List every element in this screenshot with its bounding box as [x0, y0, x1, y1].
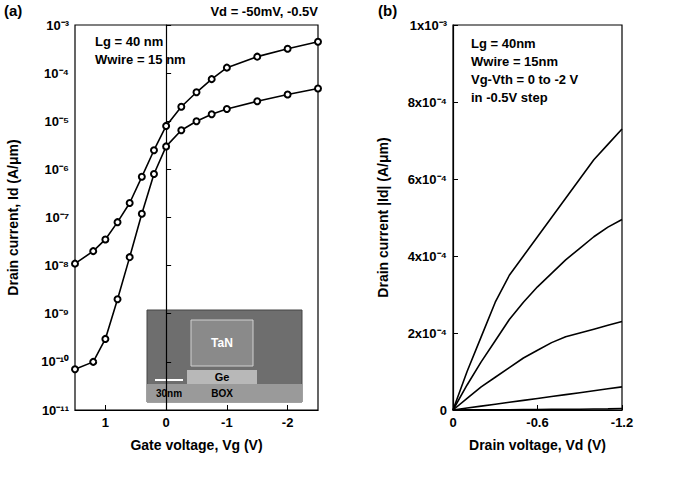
svg-text:10⁻⁹: 10⁻⁹ — [44, 306, 69, 321]
svg-text:1x10⁻³: 1x10⁻³ — [410, 18, 448, 33]
svg-text:4x10⁻⁴: 4x10⁻⁴ — [408, 249, 447, 264]
svg-text:0: 0 — [449, 415, 456, 430]
svg-text:Vd = -50mV, -0.5V: Vd = -50mV, -0.5V — [210, 4, 318, 19]
svg-text:Wwire = 15 nm: Wwire = 15 nm — [95, 52, 186, 67]
svg-text:Gate voltage, Vg (V): Gate voltage, Vg (V) — [130, 437, 262, 453]
svg-text:Lg = 40nm: Lg = 40nm — [471, 36, 536, 51]
svg-text:-1.2: -1.2 — [611, 415, 633, 430]
svg-text:0: 0 — [163, 415, 170, 430]
svg-text:10⁻⁴: 10⁻⁴ — [44, 66, 69, 81]
svg-text:Drain current |Id| (A/μm): Drain current |Id| (A/μm) — [375, 137, 391, 297]
svg-text:10⁻¹⁰: 10⁻¹⁰ — [41, 354, 69, 369]
svg-text:-2: -2 — [282, 415, 294, 430]
svg-text:(a): (a) — [4, 2, 22, 19]
svg-text:8x10⁻⁴: 8x10⁻⁴ — [408, 95, 447, 110]
svg-text:-0.6: -0.6 — [526, 415, 548, 430]
svg-text:Wwire = 15nm: Wwire = 15nm — [471, 54, 558, 69]
svg-text:in -0.5V step: in -0.5V step — [471, 90, 548, 105]
svg-text:0: 0 — [440, 403, 447, 418]
svg-text:10⁻⁸: 10⁻⁸ — [44, 258, 69, 273]
svg-text:Ge: Ge — [215, 371, 230, 383]
svg-text:(b): (b) — [378, 2, 397, 19]
svg-text:10⁻⁷: 10⁻⁷ — [45, 210, 69, 225]
svg-text:Drain current, Id (A/μm): Drain current, Id (A/μm) — [5, 139, 21, 295]
svg-text:10⁻⁵: 10⁻⁵ — [44, 114, 69, 129]
svg-text:2x10⁻⁴: 2x10⁻⁴ — [408, 326, 447, 341]
svg-text:TaN: TaN — [211, 336, 233, 350]
svg-text:10⁻⁶: 10⁻⁶ — [45, 162, 69, 177]
svg-text:BOX: BOX — [211, 388, 233, 399]
svg-text:-1: -1 — [221, 415, 233, 430]
svg-text:30nm: 30nm — [156, 388, 182, 399]
svg-text:6x10⁻⁴: 6x10⁻⁴ — [408, 172, 447, 187]
svg-text:10⁻³: 10⁻³ — [46, 18, 69, 33]
svg-text:Vg-Vth = 0 to -2 V: Vg-Vth = 0 to -2 V — [471, 72, 579, 87]
svg-text:Drain voltage, Vd (V): Drain voltage, Vd (V) — [469, 437, 606, 453]
svg-text:1: 1 — [102, 415, 109, 430]
svg-text:10⁻¹¹: 10⁻¹¹ — [42, 403, 69, 418]
svg-text:Lg = 40 nm: Lg = 40 nm — [95, 34, 163, 49]
